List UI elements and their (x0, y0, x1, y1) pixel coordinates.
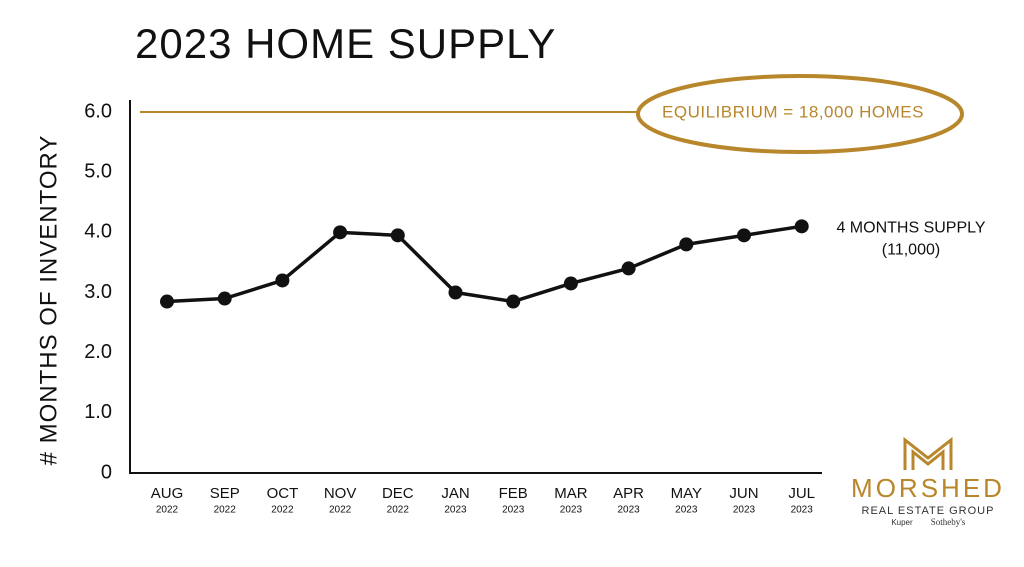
x-tick-sublabel: 2023 (733, 505, 756, 516)
point (506, 294, 521, 309)
y-tick-label: 3.0 (84, 281, 112, 303)
point (390, 228, 405, 243)
x-tick-sublabel: 2022 (329, 505, 352, 516)
x-tick-sublabel: 2023 (617, 505, 640, 516)
y-tick-label: 6.0 (84, 100, 112, 122)
logo-tagline: REAL ESTATE GROUP (862, 505, 995, 517)
point (160, 294, 174, 309)
point (621, 261, 636, 276)
x-tick-sublabel: 2022 (214, 505, 237, 516)
x-tick-sublabel: 2023 (502, 505, 525, 516)
logo-partner: Kuper (891, 518, 913, 527)
x-tick-label: AUG (151, 485, 184, 502)
x-tick-sublabel: 2023 (560, 505, 583, 516)
x-tick-label: SEP (210, 485, 240, 502)
point (333, 225, 348, 240)
point (563, 276, 578, 291)
y-tick-label: 2.0 (84, 341, 112, 363)
x-tick-sublabel: 2023 (675, 505, 698, 516)
x-tick-label: OCT (267, 485, 299, 502)
y-axis-label: # MONTHS OF INVENTORY (35, 135, 62, 466)
x-tick-label: JUN (729, 485, 758, 502)
y-tick-label: 4.0 (84, 221, 112, 243)
annotation: (11,000) (882, 242, 940, 259)
x-tick-sublabel: 2023 (444, 505, 467, 516)
x-tick-label: MAY (671, 485, 702, 502)
x-tick-label: JAN (441, 485, 469, 502)
x-tick-sublabel: 2022 (156, 505, 179, 516)
logo-name: MORSHED (851, 473, 1005, 503)
point (679, 237, 694, 252)
line (166, 224, 802, 304)
x-tick-label: FEB (499, 485, 528, 502)
highlight-ring (636, 74, 964, 154)
logo-mark (903, 436, 953, 470)
y-tick-label: 1.0 (84, 401, 112, 423)
logo-partner: Sotheby's (931, 517, 966, 527)
chart-title: 2023 HOME SUPPLY (135, 20, 556, 67)
reference-label: EQUILIBRIUM = 18,000 HOMES (662, 102, 924, 121)
x-tick-label: APR (613, 485, 644, 502)
annotation: 4 MONTHS SUPPLY (836, 220, 985, 237)
y-tick-label: 0 (101, 461, 112, 483)
x-tick-label: NOV (324, 485, 357, 502)
point (275, 273, 290, 288)
x-tick-sublabel: 2023 (791, 505, 814, 516)
x-tick-label: DEC (382, 485, 414, 502)
point (737, 228, 751, 243)
x-tick-label: MAR (554, 485, 588, 502)
point (794, 219, 809, 234)
x-tick-sublabel: 2022 (271, 505, 294, 516)
x-tick-label: JUL (788, 485, 815, 502)
y-tick-label: 5.0 (84, 160, 112, 182)
x-tick-sublabel: 2022 (387, 505, 410, 516)
point (448, 285, 463, 300)
point (217, 291, 232, 306)
logo: MORSHED REAL ESTATE GROUP Kuper Sotheby'… (851, 436, 1005, 527)
